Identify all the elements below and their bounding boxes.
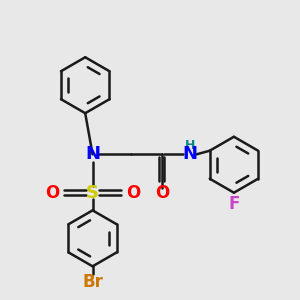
Text: O: O	[126, 184, 140, 202]
Text: O: O	[45, 184, 59, 202]
Text: N: N	[182, 146, 197, 164]
Text: H: H	[184, 139, 195, 152]
Text: S: S	[86, 184, 99, 202]
Text: F: F	[228, 196, 240, 214]
Text: Br: Br	[82, 273, 103, 291]
Text: N: N	[85, 146, 100, 164]
Text: O: O	[155, 184, 169, 202]
